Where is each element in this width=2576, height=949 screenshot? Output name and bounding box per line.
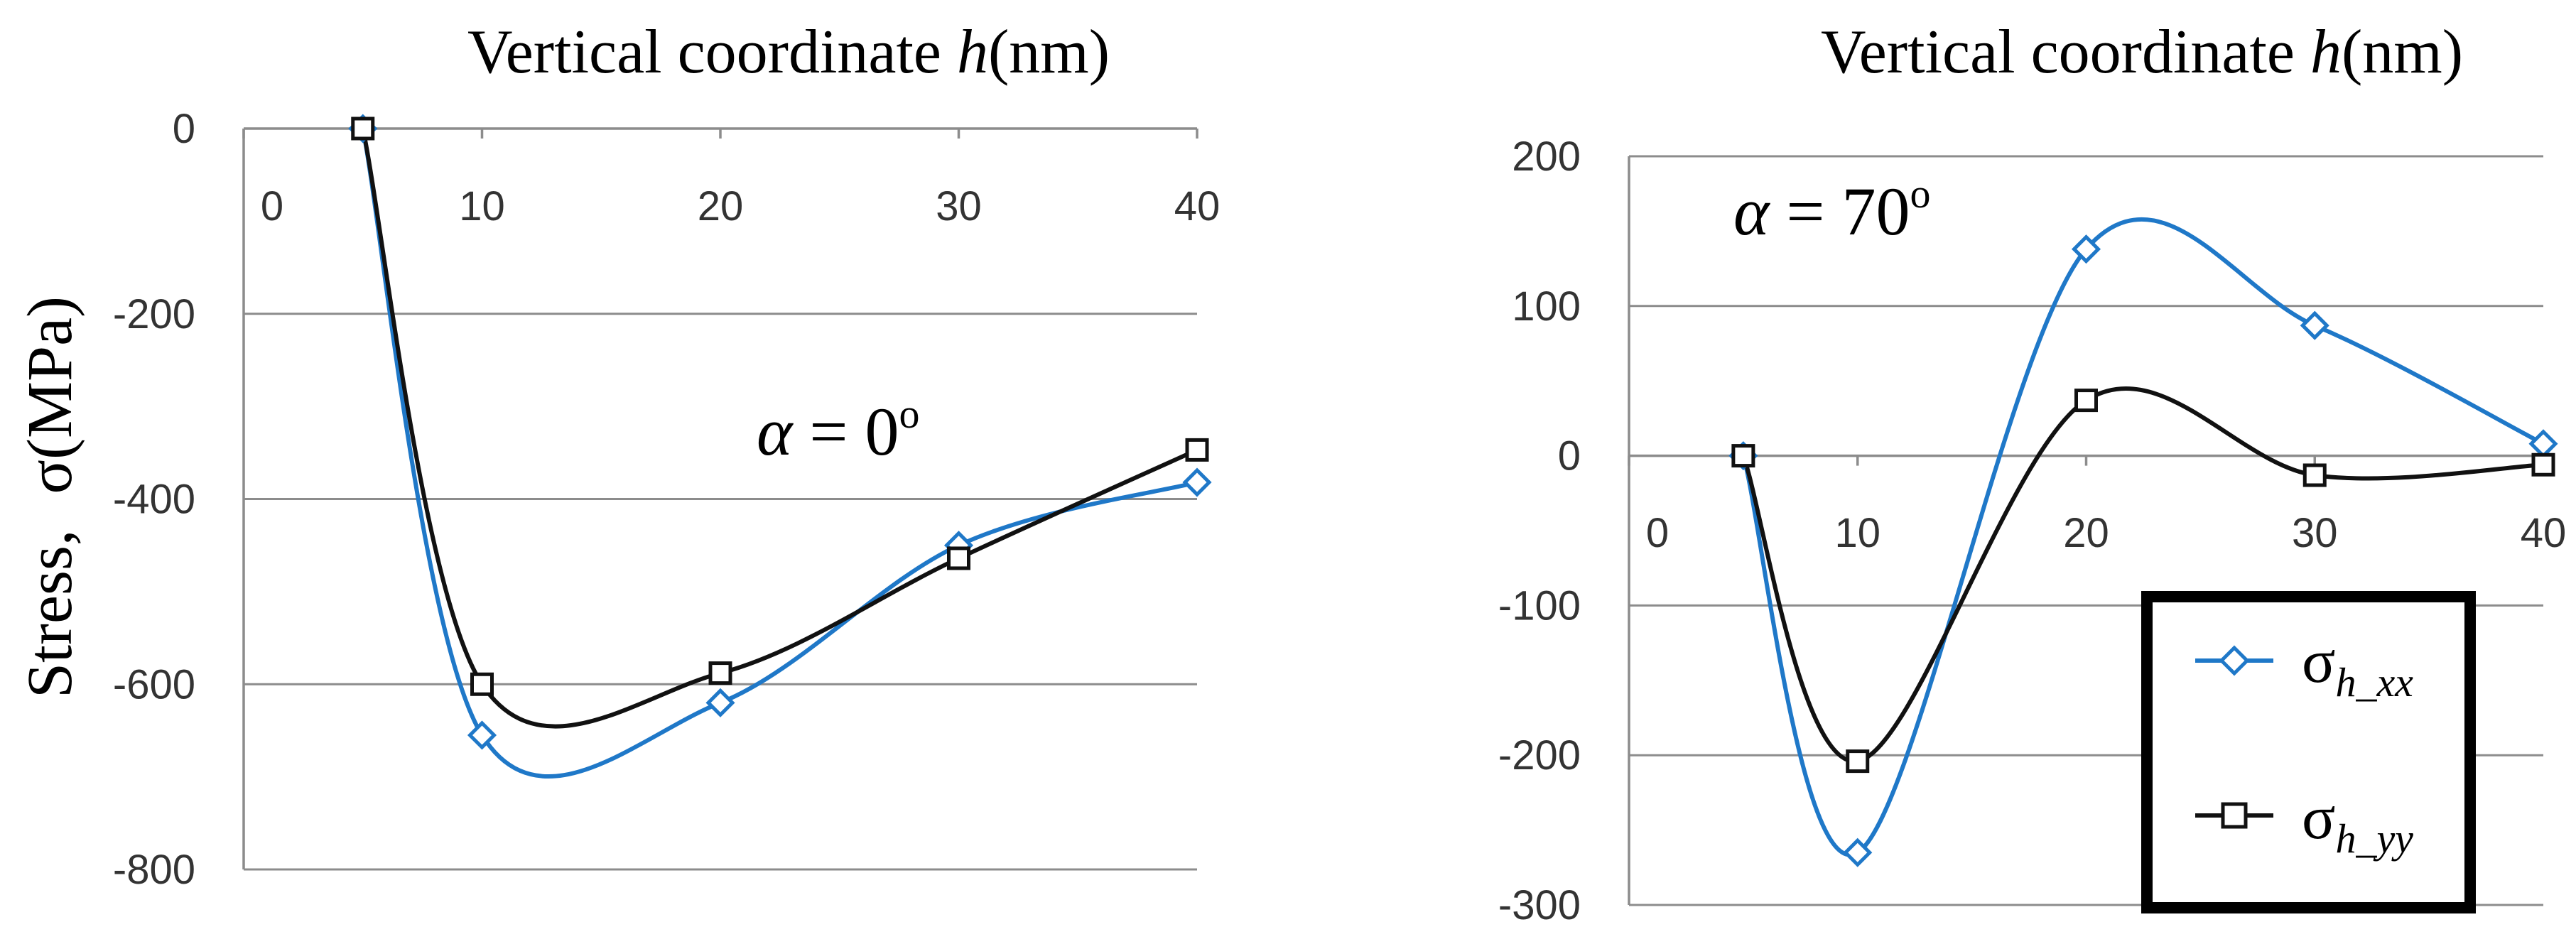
chart-right-y-tick-labels: 200 100 0 -100 -200 -300 [1498, 134, 1581, 928]
chart-left: Vertical coordinate h(nm) 0 -200 -400 -600 -… [113, 18, 1220, 893]
chart-left-y-tick-labels: 0 -200 -400 -600 -800 [113, 106, 195, 893]
chart-right-title: Vertical coordinate h(nm) [1821, 18, 2463, 87]
chart-left-series-lines [360, 128, 1198, 779]
right-point-xx-4 [2528, 429, 2558, 459]
chart-right-markers [1728, 234, 2558, 867]
left-y-tick-label: -200 [113, 291, 195, 337]
left-point-yy-3 [947, 546, 970, 570]
left-x-tick-label: 10 [459, 183, 505, 229]
left-point-yy-2 [708, 661, 732, 685]
legend-square-marker-icon [2221, 802, 2248, 829]
right-y-tick-label: -100 [1498, 582, 1581, 629]
right-y-tick-label: -300 [1498, 882, 1581, 928]
chart-right-angle-annotation: α = 70o [1733, 170, 1931, 249]
right-y-tick-label: 200 [1512, 134, 1581, 180]
left-point-xx-2 [705, 688, 735, 717]
right-x-tick-label: 30 [2292, 510, 2338, 556]
left-point-yy-4 [1185, 438, 1209, 462]
right-point-yy-0 [1731, 444, 1755, 468]
right-series-line-xx [1741, 217, 2545, 857]
right-y-tick-label: -200 [1498, 732, 1581, 779]
right-point-xx-2 [2071, 234, 2101, 264]
chart-right-x-tick-labels: 0 10 20 30 40 [1646, 510, 2566, 556]
right-x-tick-label: 20 [2063, 510, 2109, 556]
left-point-xx-1 [467, 720, 497, 750]
left-series-line-yy [360, 128, 1198, 729]
right-point-yy-2 [2074, 389, 2098, 413]
right-x-tick-label: 0 [1646, 510, 1669, 556]
chart-left-gridlines [242, 127, 1198, 871]
left-point-yy-1 [470, 672, 494, 696]
right-series-line-yy [1741, 386, 2544, 764]
left-x-tick-label: 20 [698, 183, 744, 229]
legend-box [2141, 591, 2476, 913]
left-x-tick-label: 30 [936, 183, 982, 229]
chart-right: Vertical coordinate h(nm) 2001000-100-20… [1498, 18, 2566, 928]
left-y-tick-label: -600 [113, 661, 195, 707]
right-point-yy-4 [2531, 452, 2555, 477]
right-y-tick-label: 100 [1512, 283, 1581, 330]
y-axis-label: Stress,σ(MPa) [15, 296, 85, 698]
right-point-yy-1 [1846, 749, 1870, 774]
left-x-tick-label: 0 [261, 183, 283, 229]
left-y-tick-label: -800 [113, 847, 195, 893]
left-series-line-xx [360, 128, 1198, 779]
left-point-xx-4 [1182, 467, 1212, 497]
right-point-xx-1 [1843, 837, 1873, 867]
chart-right-series-lines [1741, 217, 2545, 857]
left-point-yy-0 [351, 116, 375, 141]
chart-left-angle-annotation: α = 0o [757, 391, 920, 470]
right-y-tick-label: 0 [1558, 433, 1581, 479]
chart-left-markers [348, 114, 1212, 750]
right-x-tick-label: 10 [1834, 510, 1880, 556]
legend: σh_xx σh_yy [2141, 591, 2476, 913]
left-y-tick-label: 0 [173, 106, 195, 152]
left-x-tick-label: 40 [1174, 183, 1221, 229]
left-y-tick-label: -400 [113, 477, 195, 523]
chart-left-x-tick-labels: 0 10 20 30 40 [261, 183, 1220, 229]
right-x-tick-label: 40 [2521, 510, 2567, 556]
chart-left-title: Vertical coordinate h(nm) [467, 18, 1110, 87]
legend-label-yy: σh_yy [2302, 783, 2413, 862]
right-point-yy-3 [2302, 463, 2327, 487]
legend-label-xx: σh_xx [2302, 627, 2413, 705]
legend-diamond-marker-icon [2219, 645, 2250, 676]
right-point-xx-3 [2300, 310, 2329, 340]
